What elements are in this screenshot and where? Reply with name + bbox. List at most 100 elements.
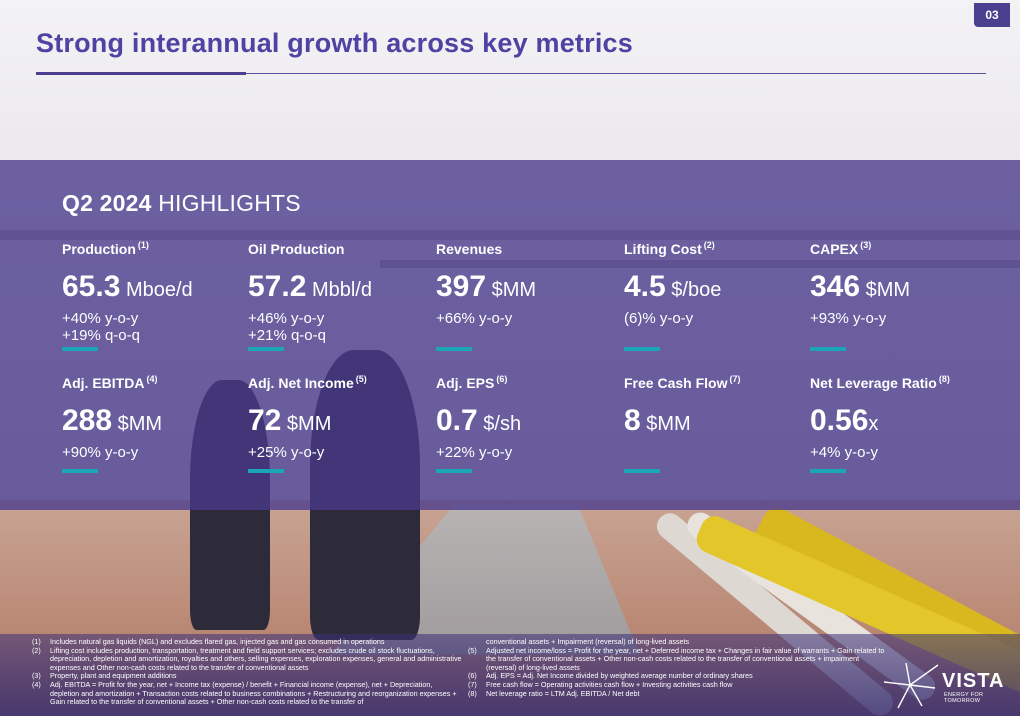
metric-value: 72 $MM <box>248 404 332 437</box>
metric-change: +40% y-o-y +19% q-o-q <box>62 310 242 344</box>
footnote: (3) Property, plant and equipment additio… <box>32 671 177 681</box>
metric-footnote-ref: (7) <box>729 374 741 384</box>
logo-wordmark: VISTA <box>942 670 1005 692</box>
metric-label: Free Cash Flow (7) <box>624 374 741 391</box>
metric-value: 346 $MM <box>810 270 911 303</box>
metric-change: +25% y-o-y <box>248 444 428 461</box>
metric-accent-bar <box>436 347 472 351</box>
metric-label: Adj. EBITDA (4) <box>62 374 158 391</box>
metric-change-line: +25% y-o-y <box>248 444 325 461</box>
footnotes-left: (1) Includes natural gas liquids (NGL) an… <box>32 637 462 716</box>
footnote: (2) Lifting cost includes production, tra… <box>32 645 462 672</box>
metric-value: 397 $MM <box>436 270 537 303</box>
metric-card: Adj. Net Income (5) 72 $MM +25% y-o-y <box>248 374 428 473</box>
metric-unit: $MM <box>640 413 691 435</box>
highlights-heading: Q2 2024 HIGHLIGHTS <box>62 190 301 216</box>
metric-accent-bar <box>810 469 846 473</box>
footnote: (5) Adjusted net income/loss = Profit for… <box>468 645 885 672</box>
metric-change-line: (6)% y-o-y <box>624 310 694 327</box>
footnote: (1) Includes natural gas liquids (NGL) an… <box>32 637 385 646</box>
metric-value: 288 $MM <box>62 404 163 437</box>
metric-change: +90% y-o-y <box>62 444 242 461</box>
metric-change-line: +21% q-o-q <box>248 327 326 344</box>
metric-change-line: +19% q-o-q <box>62 327 140 344</box>
metric-unit: $MM <box>486 279 537 301</box>
footnote: (6) Adj. EPS = Adj. Net Income divided by… <box>468 671 753 681</box>
title-accent-bar <box>36 72 246 75</box>
metric-unit: Mbbl/d <box>306 279 372 301</box>
metric-accent-bar <box>62 469 98 473</box>
metric-footnote-ref: (5) <box>355 374 367 384</box>
vista-logo: VISTA ENERGY FOR TOMORROW <box>880 660 1010 710</box>
metric-label: Production (1) <box>62 240 149 257</box>
footnote: (4) Adj. EBITDA = Profit for the year, ne… <box>32 679 457 707</box>
footnote: (8) Net leverage ratio = LTM Adj. EBITDA … <box>468 688 640 698</box>
metric-label: Adj. Net Income (5) <box>248 374 367 391</box>
metric-value: 0.7 $/sh <box>436 404 522 437</box>
metric-label: Oil Production <box>248 241 345 257</box>
logo-tagline: ENERGY FOR TOMORROW <box>944 692 984 704</box>
metric-card: Adj. EBITDA (4) 288 $MM +90% y-o-y <box>62 374 242 473</box>
metric-change-line: +93% y-o-y <box>810 310 887 327</box>
metric-value: 65.3 Mboe/d <box>62 270 193 303</box>
metric-change-line: +66% y-o-y <box>436 310 513 327</box>
metric-unit: $MM <box>860 279 911 301</box>
metric-accent-bar <box>248 347 284 351</box>
metric-accent-bar <box>248 469 284 473</box>
metric-card: Net Leverage Ratio (8) 0.56x +4% y-o-y <box>810 374 990 473</box>
metric-card: Adj. EPS (6) 0.7 $/sh +22% y-o-y <box>436 374 616 473</box>
metric-card: Oil Production 57.2 Mbbl/d +46% y-o-y +21% … <box>248 240 428 351</box>
metric-change: +22% y-o-y <box>436 444 616 461</box>
metric-card: Lifting Cost (2) 4.5 $/boe (6)% y-o-y <box>624 240 804 351</box>
metric-card: CAPEX (3) 346 $MM +93% y-o-y <box>810 240 990 351</box>
highlights-panel <box>0 160 1020 510</box>
metric-unit: $MM <box>112 413 163 435</box>
metric-unit: $/sh <box>477 413 522 435</box>
metric-accent-bar <box>624 469 660 473</box>
metric-card: Revenues 397 $MM +66% y-o-y <box>436 240 616 351</box>
page-number: 03 <box>974 3 1010 27</box>
page-title: Strong interannual growth across key met… <box>36 28 633 58</box>
metric-change: +4% y-o-y <box>810 444 990 461</box>
metric-change-line: +46% y-o-y <box>248 310 325 327</box>
metric-value: 0.56x <box>810 404 879 437</box>
metric-footnote-ref: (1) <box>137 240 149 250</box>
star-burst-icon <box>883 662 939 709</box>
metric-value: 57.2 Mbbl/d <box>248 270 372 303</box>
metric-label: Net Leverage Ratio (8) <box>810 374 950 391</box>
metric-footnote-ref: (3) <box>860 240 872 250</box>
metric-label: Lifting Cost (2) <box>624 240 715 257</box>
metric-unit: x <box>868 413 879 435</box>
metric-card: Production (1) 65.3 Mboe/d +40% y-o-y +19% q… <box>62 240 242 351</box>
metric-footnote-ref: (8) <box>938 374 950 384</box>
metric-change: +66% y-o-y <box>436 310 616 327</box>
metric-change-line: +4% y-o-y <box>810 444 878 461</box>
metric-accent-bar <box>62 347 98 351</box>
footnotes-right: conventional assets + Impairment (revers… <box>468 637 888 716</box>
metric-footnote-ref: (6) <box>496 374 508 384</box>
metric-value: 4.5 $/boe <box>624 270 722 303</box>
metric-change-line: +90% y-o-y <box>62 444 139 461</box>
footnotes-backdrop <box>0 634 1020 716</box>
metric-label: CAPEX (3) <box>810 240 872 257</box>
metric-unit: $MM <box>281 413 332 435</box>
metric-value: 8 $MM <box>624 404 691 437</box>
metric-change-line: +40% y-o-y <box>62 310 139 327</box>
metric-unit: Mboe/d <box>120 279 193 301</box>
metric-change: +46% y-o-y +21% q-o-q <box>248 310 428 344</box>
metric-unit: $/boe <box>665 279 722 301</box>
metric-footnote-ref: (4) <box>146 374 158 384</box>
metric-change-line: +22% y-o-y <box>436 444 513 461</box>
title-divider <box>36 73 986 74</box>
footnote: (7) Free cash flow = Operating activities… <box>468 679 733 689</box>
metric-accent-bar <box>810 347 846 351</box>
metric-label: Adj. EPS (6) <box>436 374 508 391</box>
metric-footnote-ref: (2) <box>703 240 715 250</box>
metric-label: Revenues <box>436 241 503 257</box>
metric-card: Free Cash Flow (7) 8 $MM <box>624 374 804 473</box>
metric-change: (6)% y-o-y <box>624 310 804 327</box>
footnote: conventional assets + Impairment (revers… <box>486 637 690 646</box>
metric-accent-bar <box>436 469 472 473</box>
metric-change: +93% y-o-y <box>810 310 990 327</box>
metric-accent-bar <box>624 347 660 351</box>
